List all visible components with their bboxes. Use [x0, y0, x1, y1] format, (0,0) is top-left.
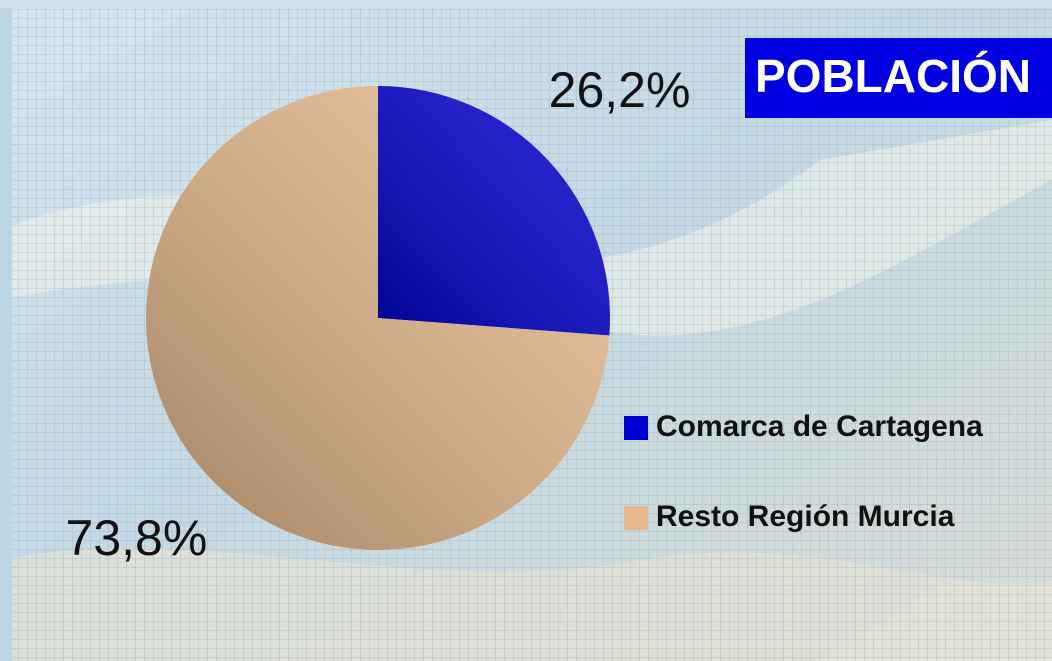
legend-label: Resto Región Murcia: [656, 500, 955, 533]
legend-swatch: [624, 416, 648, 440]
top-border: [0, 0, 1052, 8]
data-label: 26,2%: [549, 62, 691, 118]
chart-title: POBLACIÓN: [755, 50, 1031, 102]
left-border: [0, 0, 12, 661]
chart: POBLACIÓN 26,2% 73,8% Comarca de Cartagena…: [0, 0, 1052, 661]
data-label: 73,8%: [66, 510, 208, 566]
legend-label: Comarca de Cartagena: [656, 410, 983, 443]
legend-swatch: [624, 506, 648, 530]
page: POBLACIÓN 26,2% 73,8% Comarca de Cartagena…: [0, 0, 1052, 661]
